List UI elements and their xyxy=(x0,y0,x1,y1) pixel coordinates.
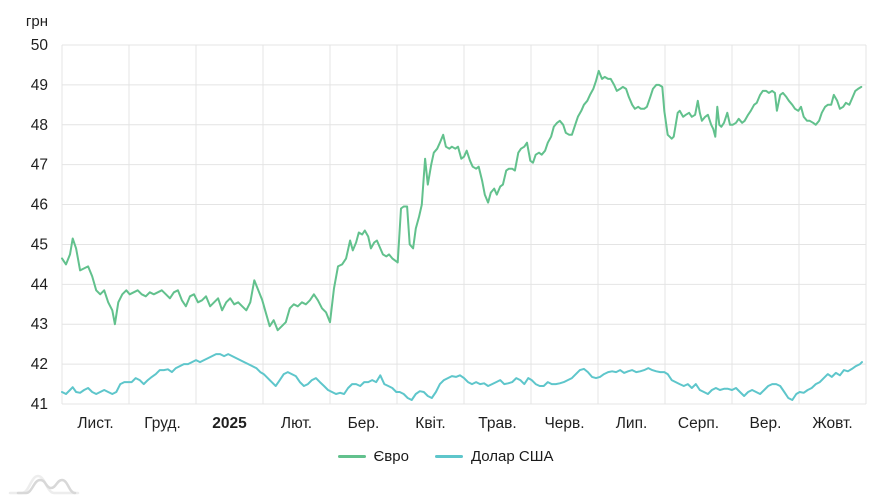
y-tick-label: 47 xyxy=(31,157,48,174)
x-tick-label: Трав. xyxy=(478,415,516,432)
x-tick-label: Груд. xyxy=(144,415,181,432)
y-tick-label: 42 xyxy=(31,356,48,373)
y-tick-label: 50 xyxy=(31,37,49,54)
x-tick-label: Черв. xyxy=(544,415,584,432)
y-tick-label: 46 xyxy=(31,197,48,214)
usd-line-swatch-icon xyxy=(434,455,463,458)
legend-label-euro: Євро xyxy=(373,448,409,465)
y-axis-unit-label: грн xyxy=(25,13,48,30)
x-tick-label: Квіт. xyxy=(415,415,445,432)
x-tick-label: 2025 xyxy=(212,415,247,432)
exchange-rate-line-chart[interactable]: 41 42 43 44 45 46 47 48 49 50 Лист. Груд. 2025 Лют. Бе… xyxy=(0,0,891,440)
y-tick-label: 41 xyxy=(31,396,48,413)
x-tick-label: Вер. xyxy=(750,415,782,432)
legend-item-euro[interactable]: Євро xyxy=(337,448,409,465)
x-tick-label: Серп. xyxy=(678,415,719,432)
y-tick-label: 44 xyxy=(31,276,49,293)
legend-label-usd: Долар США xyxy=(470,448,554,465)
x-tick-label: Бер. xyxy=(348,415,380,432)
x-tick-label: Жовт. xyxy=(812,415,852,432)
y-tick-label: 49 xyxy=(31,77,48,94)
series-line-1[interactable] xyxy=(61,353,863,401)
legend-item-usd[interactable]: Долар США xyxy=(434,448,554,465)
minfin-logo-icon xyxy=(8,474,80,495)
x-tick-label: Лют. xyxy=(281,415,312,432)
y-tick-label: 48 xyxy=(31,117,48,134)
chart-legend: Євро Долар США xyxy=(0,448,891,465)
y-tick-label: 45 xyxy=(31,236,48,253)
x-tick-label: Лип. xyxy=(616,415,648,432)
x-tick-label: Лист. xyxy=(77,415,113,432)
series-line-0[interactable] xyxy=(61,69,863,332)
y-tick-label: 43 xyxy=(31,316,48,333)
euro-line-swatch-icon xyxy=(337,455,366,458)
